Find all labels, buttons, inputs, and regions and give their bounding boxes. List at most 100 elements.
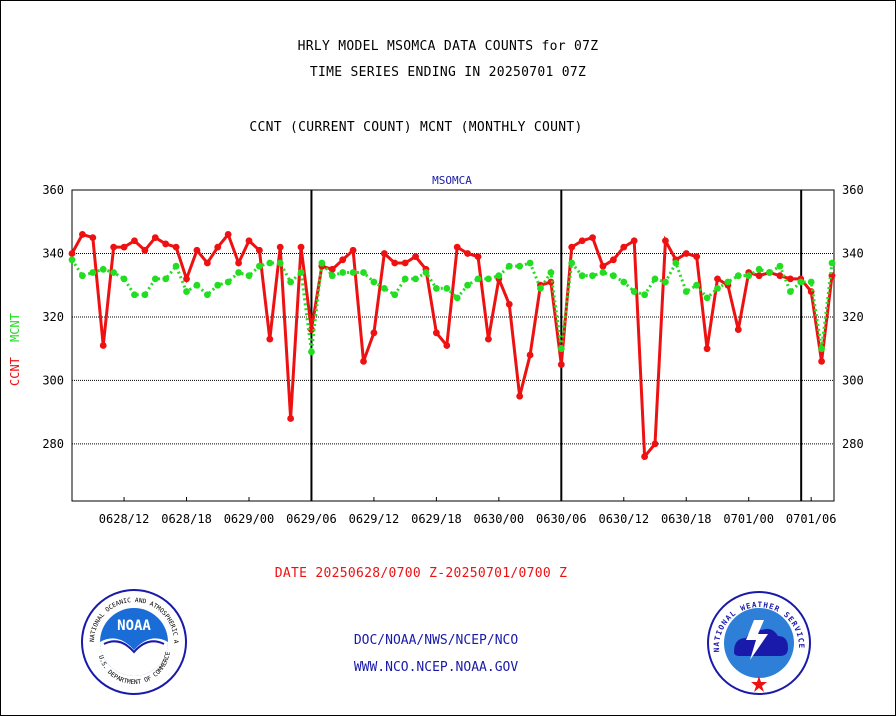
noaa-logo-text: NOAA	[117, 618, 151, 634]
y-tick-label-right: 280	[842, 437, 864, 451]
data-point-ccnt	[505, 300, 513, 308]
data-point-ccnt	[485, 335, 492, 343]
data-point-mcnt	[474, 275, 482, 283]
noaa-logo: NOAA NATIONAL OCEANIC AND ATMOSPHERIC AD…	[80, 588, 187, 695]
data-point-ccnt	[89, 234, 97, 242]
data-point-mcnt	[516, 262, 524, 270]
data-point-ccnt	[641, 453, 649, 460]
data-point-ccnt	[620, 243, 628, 251]
data-point-mcnt	[370, 278, 378, 286]
data-point-ccnt	[193, 246, 201, 254]
vertical-marker-layer	[310, 190, 803, 501]
data-point-ccnt	[578, 237, 586, 245]
data-point-mcnt	[641, 291, 649, 299]
data-point-mcnt	[693, 281, 701, 289]
x-tick-label: 0630/18	[661, 512, 712, 526]
data-point-mcnt	[807, 278, 815, 286]
y-tick-label-right: 300	[842, 373, 864, 387]
data-point-ccnt	[380, 250, 388, 257]
data-point-ccnt	[68, 250, 76, 257]
data-point-ccnt	[703, 345, 711, 353]
data-point-ccnt	[370, 329, 378, 337]
data-point-mcnt	[68, 256, 76, 264]
data-point-mcnt	[214, 281, 222, 289]
data-point-mcnt	[609, 272, 617, 280]
data-point-mcnt	[818, 345, 825, 353]
data-point-mcnt	[620, 278, 628, 286]
data-point-mcnt	[682, 288, 690, 295]
data-point-mcnt	[766, 269, 773, 276]
data-point-mcnt	[89, 269, 97, 276]
data-point-ccnt	[630, 237, 638, 245]
tick-layer: 280 280 300 300 320 320 340 340 360 360 0628/12 062…	[42, 183, 863, 526]
data-point-ccnt	[360, 357, 367, 365]
data-point-ccnt	[349, 246, 357, 254]
y-tick-label-left: 300	[42, 373, 64, 387]
data-point-ccnt	[276, 243, 284, 251]
series-layer	[68, 231, 836, 461]
x-tick-label: 0628/12	[99, 512, 150, 526]
data-point-ccnt	[287, 415, 295, 422]
data-point-mcnt	[526, 259, 534, 267]
data-point-mcnt	[734, 272, 742, 280]
data-point-mcnt	[495, 272, 503, 280]
data-point-mcnt	[193, 281, 201, 289]
data-point-ccnt	[297, 243, 305, 251]
y-axis-label-ccnt: CCNT	[8, 357, 22, 386]
data-point-mcnt	[297, 269, 305, 276]
data-point-ccnt	[786, 275, 794, 283]
data-point-ccnt	[99, 342, 107, 349]
data-point-mcnt	[245, 272, 253, 280]
data-point-mcnt	[443, 284, 451, 292]
data-point-ccnt	[266, 335, 274, 343]
nws-logo: NATIONAL WEATHER SERVICE	[707, 591, 811, 695]
data-point-ccnt	[516, 392, 524, 400]
data-point-mcnt	[224, 278, 232, 286]
x-axis-date-range: DATE 20250628/0700 Z-20250701/0700 Z	[274, 566, 568, 581]
data-point-mcnt	[651, 275, 659, 283]
header-legend-description: CCNT (CURRENT COUNT) MCNT (MONTHLY COUNT…	[249, 120, 583, 135]
data-point-ccnt	[453, 243, 461, 251]
data-point-mcnt	[703, 294, 711, 302]
data-point-ccnt	[183, 275, 190, 283]
data-point-mcnt	[547, 269, 555, 276]
x-tick-label: 0630/00	[474, 512, 525, 526]
data-point-mcnt	[589, 272, 596, 280]
data-point-mcnt	[786, 288, 794, 295]
data-point-mcnt	[349, 269, 357, 276]
data-point-mcnt	[162, 275, 170, 283]
header-subtitle: TIME SERIES ENDING IN 20250701 07Z	[309, 65, 587, 80]
data-point-ccnt	[79, 231, 86, 238]
data-point-ccnt	[151, 234, 159, 242]
y-tick-label-left: 320	[42, 310, 64, 324]
y-tick-label-left: 360	[42, 183, 64, 197]
footer-url[interactable]: WWW.NCO.NCEP.NOAA.GOV	[353, 660, 519, 675]
y-axis-label-mcnt: MCNT	[8, 313, 22, 342]
data-point-mcnt	[79, 272, 86, 280]
series-line-ccnt	[70, 231, 834, 461]
data-point-mcnt	[412, 275, 419, 283]
data-point-ccnt	[568, 243, 576, 251]
data-point-mcnt	[287, 278, 295, 286]
y-tick-label-right: 360	[842, 183, 864, 197]
time-series-chart: 280 280 300 300 320 320 340 340 360 360 0628/12 062…	[8, 174, 864, 526]
data-point-ccnt	[432, 329, 440, 337]
data-point-ccnt	[339, 256, 347, 264]
y-tick-label-left: 280	[42, 437, 64, 451]
data-point-mcnt	[432, 284, 440, 292]
data-point-ccnt	[255, 246, 263, 254]
data-point-mcnt	[328, 272, 336, 280]
data-point-mcnt	[172, 262, 180, 270]
x-tick-label: 0629/06	[286, 512, 337, 526]
data-point-ccnt	[682, 250, 690, 257]
data-point-mcnt	[599, 269, 607, 276]
data-point-mcnt	[255, 262, 263, 270]
data-point-ccnt	[391, 259, 399, 267]
data-point-mcnt	[568, 259, 576, 267]
data-point-mcnt	[380, 284, 388, 292]
data-point-mcnt	[537, 284, 544, 292]
data-point-mcnt	[235, 269, 242, 276]
header-title: HRLY MODEL MSOMCA DATA COUNTS for 07Z	[297, 39, 599, 54]
data-point-ccnt	[464, 250, 472, 257]
data-point-ccnt	[557, 361, 565, 368]
